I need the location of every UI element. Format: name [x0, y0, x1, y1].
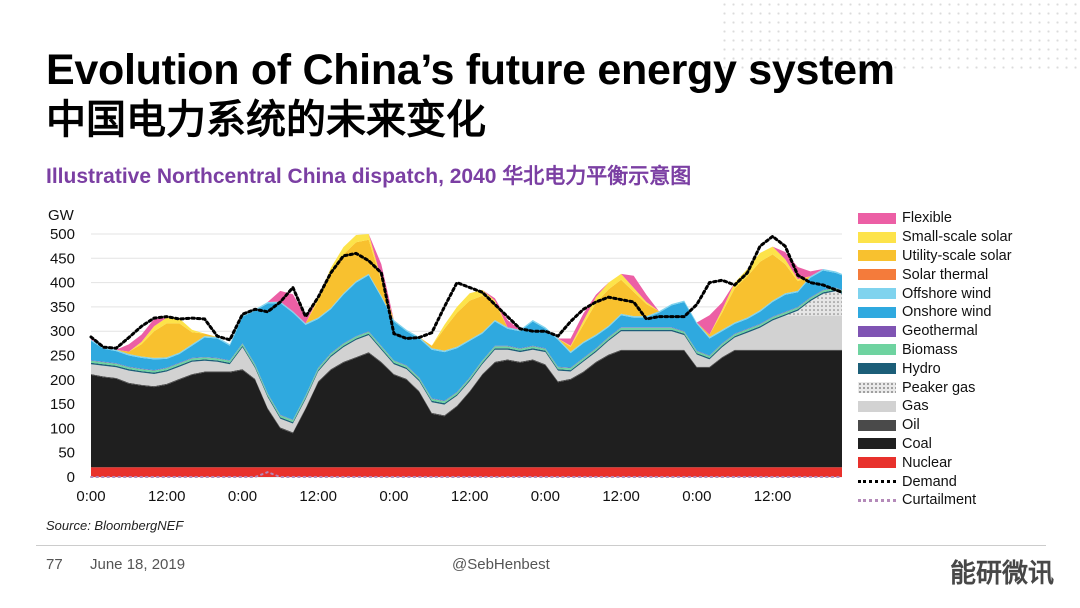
legend-item-geothermal: Geothermal [858, 322, 1012, 341]
legend-label: Small-scale solar [902, 229, 1013, 246]
y-tick-label: 100 [50, 420, 75, 437]
legend-item-curtailment: Curtailment [858, 491, 1012, 510]
legend-swatch [858, 306, 896, 318]
legend-item-peaker-gas: Peaker gas [858, 378, 1012, 397]
legend-swatch [858, 344, 896, 356]
area-nuclear [91, 467, 842, 477]
area-coal [91, 350, 842, 468]
legend-swatch [858, 325, 896, 337]
legend-item-flexible: Flexible [858, 209, 1012, 228]
x-tick-label: 12:00 [148, 488, 186, 505]
legend-item-offshore-wind: Offshore wind [858, 284, 1012, 303]
y-tick-label: 500 [50, 226, 75, 243]
legend-swatch [858, 400, 896, 412]
legend-swatch [858, 212, 896, 224]
legend-item-utility-scale-solar: Utility-scale solar [858, 247, 1012, 266]
line-curtailment [90, 471, 843, 478]
legend-label: Biomass [902, 341, 958, 358]
legend-label: Peaker gas [902, 379, 976, 396]
legend-swatch [858, 457, 896, 469]
legend-label: Nuclear [902, 454, 952, 471]
x-tick-label: 12:00 [299, 488, 337, 505]
legend-item-onshore-wind: Onshore wind [858, 303, 1012, 322]
y-tick-label: 400 [50, 275, 75, 292]
x-tick-label: 12:00 [451, 488, 489, 505]
y-tick-label: 300 [50, 323, 75, 340]
legend-item-demand: Demand [858, 472, 1012, 491]
legend-swatch [858, 480, 896, 484]
decorative-dot-pattern [720, 0, 1080, 70]
source-note: Source: BloombergNEF [46, 518, 184, 533]
legend-swatch [858, 382, 896, 394]
legend-item-nuclear: Nuclear [858, 453, 1012, 472]
legend-item-hydro: Hydro [858, 359, 1012, 378]
x-tick-label: 12:00 [754, 488, 792, 505]
legend-label: Gas [902, 398, 929, 415]
legend-item-oil: Oil [858, 416, 1012, 435]
legend-label: Solar thermal [902, 266, 989, 283]
x-tick-label: 0:00 [76, 488, 105, 505]
dispatch-area-chart: 0 50 100 150 200 250 300 350 400 450 500 GW 0:00 12:0… [48, 207, 844, 505]
y-tick-label: 250 [50, 348, 75, 365]
legend-label: Demand [902, 473, 957, 490]
legend-label: Offshore wind [902, 285, 992, 302]
legend-swatch [858, 231, 896, 243]
y-tick-label: 350 [50, 299, 75, 316]
legend-item-small-scale-solar: Small-scale solar [858, 228, 1012, 247]
legend-swatch [858, 438, 896, 450]
legend-label: Utility-scale solar [902, 247, 1012, 264]
area-utility-scale-solar [91, 239, 842, 358]
x-tick-label: 0:00 [379, 488, 408, 505]
legend-swatch [858, 250, 896, 262]
author-handle: @SebHenbest [452, 556, 550, 573]
y-tick-label: 0 [67, 469, 75, 486]
slide-title-chinese: 中国电力系统的未来变化 [46, 97, 486, 143]
x-tick-label: 12:00 [602, 488, 640, 505]
line-demand [89, 234, 844, 350]
legend-item-biomass: Biomass [858, 341, 1012, 360]
area-gas [91, 315, 842, 433]
legend-label: Coal [902, 435, 932, 452]
legend-swatch [858, 419, 896, 431]
legend-label: Oil [902, 417, 920, 434]
legend-label: Geothermal [902, 323, 978, 340]
area-offshore-wind [91, 269, 842, 360]
x-tick-label: 0:00 [682, 488, 711, 505]
legend-swatch [858, 498, 896, 502]
x-tick-label: 0:00 [228, 488, 257, 505]
legend-swatch [858, 288, 896, 300]
legend-item-solar-thermal: Solar thermal [858, 265, 1012, 284]
y-tick-label: 150 [50, 396, 75, 413]
legend-label: Hydro [902, 360, 941, 377]
x-tick-label: 0:00 [531, 488, 560, 505]
legend-item-coal: Coal [858, 435, 1012, 454]
legend-label: Flexible [902, 210, 952, 227]
slide-title: Evolution of China’s future energy syste… [46, 46, 895, 94]
legend-label: Onshore wind [902, 304, 992, 321]
footer-divider [36, 545, 1046, 546]
page-number: 77 [46, 556, 63, 573]
y-axis-label: GW [48, 207, 75, 224]
slide-date: June 18, 2019 [90, 556, 186, 573]
y-tick-label: 450 [50, 250, 75, 267]
legend-swatch [858, 269, 896, 281]
chart-subtitle: Illustrative Northcentral China dispatch… [46, 165, 692, 188]
watermark-logo: 能研微讯 [949, 559, 1054, 589]
legend-label: Curtailment [902, 492, 977, 509]
y-tick-label: 200 [50, 372, 75, 389]
legend-swatch [858, 363, 896, 375]
chart-legend: Flexible Small-scale solar Utility-scale s… [858, 209, 1012, 510]
y-tick-label: 50 [58, 445, 75, 462]
legend-item-gas: Gas [858, 397, 1012, 416]
area-onshore-wind [91, 270, 842, 420]
